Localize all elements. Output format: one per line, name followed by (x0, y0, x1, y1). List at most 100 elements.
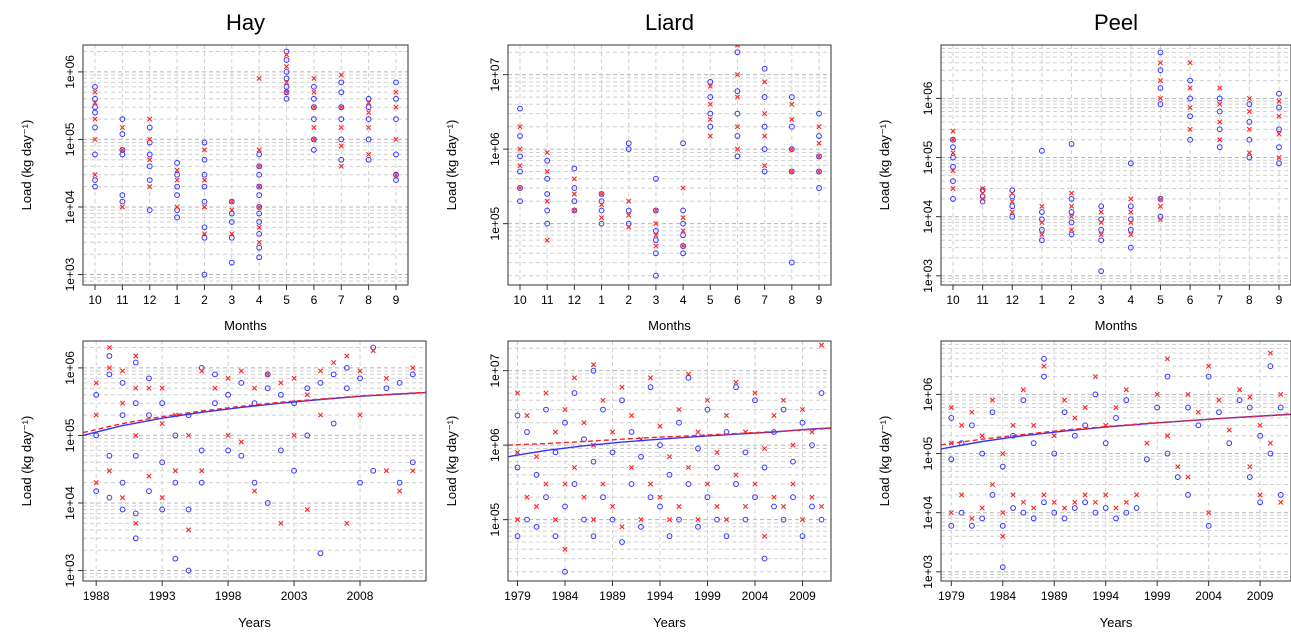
point-predicted (366, 109, 372, 116)
point-observed (343, 385, 350, 392)
point-predicted (229, 207, 235, 213)
point-observed (201, 139, 208, 146)
y-tick-label: 1e+05 (921, 140, 935, 174)
point-observed (174, 159, 180, 166)
point-observed (283, 75, 290, 82)
point-observed (1098, 203, 1105, 210)
point-observed (544, 207, 551, 214)
point-predicted (146, 385, 152, 391)
point-observed (999, 564, 1006, 571)
point-predicted (92, 89, 98, 95)
point-observed (598, 207, 605, 214)
x-tick-label: 4 (1127, 293, 1134, 307)
x-tick-label: 10 (513, 293, 527, 307)
point-predicted (657, 423, 663, 429)
point-observed (1068, 209, 1075, 215)
x-tick-label: 8 (788, 293, 795, 307)
point-predicted (552, 429, 559, 435)
point-predicted (734, 72, 741, 78)
point-observed (1068, 141, 1075, 147)
point-predicted (251, 488, 258, 494)
point-predicted (93, 480, 99, 486)
point-predicted (159, 495, 165, 501)
predicted-trend (508, 427, 831, 446)
point-observed (609, 516, 616, 523)
point-observed (761, 94, 768, 100)
x-tick-label: 3 (228, 293, 235, 307)
point-predicted (283, 63, 290, 70)
grid (941, 45, 1291, 285)
point-observed (1009, 213, 1016, 220)
point-observed (132, 535, 139, 542)
point-observed (185, 567, 192, 574)
point-predicted (761, 445, 768, 452)
x-tick-label: 2003 (281, 589, 308, 603)
x-axis-label: Years (653, 615, 686, 630)
point-observed (590, 458, 597, 465)
point-predicted (1092, 499, 1098, 505)
point-observed (714, 516, 720, 523)
x-tick-label: 9 (393, 293, 400, 307)
point-observed (119, 412, 126, 418)
point-observed (799, 533, 806, 540)
point-observed (1039, 209, 1045, 215)
point-predicted (657, 494, 663, 500)
x-tick-label: 6 (734, 293, 741, 307)
point-observed (968, 522, 975, 529)
point-observed (625, 220, 632, 227)
point-predicted (685, 371, 692, 377)
point-predicted (514, 390, 521, 396)
point-observed (999, 463, 1006, 470)
point-predicted (734, 146, 741, 152)
point-predicted (1157, 196, 1164, 202)
point-predicted (590, 517, 597, 523)
point-predicted (256, 184, 262, 190)
point-observed (1277, 491, 1284, 498)
x-tick-label: 1979 (504, 589, 531, 603)
point-observed (311, 146, 317, 153)
y-tick-label: 1e+07 (488, 353, 502, 387)
y-tick-label: 1e+06 (63, 55, 77, 89)
point-observed (600, 406, 606, 413)
point-observed (1276, 104, 1282, 111)
point-observed (742, 449, 749, 456)
panel-hay-years: 1e+03 1e+04 1e+05 1e+06 1988 1993 1998 2003 2008… (19, 340, 427, 630)
point-observed (950, 154, 956, 161)
point-predicted (283, 52, 290, 58)
point-observed (609, 449, 616, 456)
point-predicted (304, 392, 310, 398)
x-tick-label: 1 (598, 293, 605, 307)
x-tick-label: 2 (201, 293, 208, 307)
point-observed (809, 442, 815, 449)
point-predicted (1217, 101, 1223, 107)
point-observed (1246, 154, 1253, 161)
point-observed (225, 447, 232, 454)
point-observed (291, 400, 297, 407)
point-predicted (383, 468, 390, 474)
point-observed (119, 479, 126, 486)
point-predicted (653, 232, 659, 238)
point-predicted (1068, 190, 1075, 196)
point-observed (201, 271, 208, 278)
point-observed (989, 491, 996, 498)
point-predicted (1128, 219, 1134, 226)
point-observed (370, 467, 377, 474)
point-observed (1041, 355, 1047, 362)
y-axis-label: Load (kg day⁻¹) (19, 416, 34, 507)
point-predicted (1009, 199, 1015, 205)
point-predicted (1010, 422, 1016, 428)
point-predicted (653, 221, 659, 227)
point-predicted (734, 94, 741, 100)
point-predicted (199, 468, 205, 474)
point-observed (653, 227, 659, 234)
point-observed (517, 105, 523, 112)
y-tick-label: 1e+05 (488, 206, 502, 240)
point-predicted (771, 494, 777, 500)
point-predicted (1061, 505, 1068, 511)
point-observed (590, 533, 597, 540)
point-predicted (762, 111, 768, 117)
point-predicted (344, 520, 350, 526)
point-observed (283, 68, 290, 75)
point-observed (816, 133, 822, 139)
